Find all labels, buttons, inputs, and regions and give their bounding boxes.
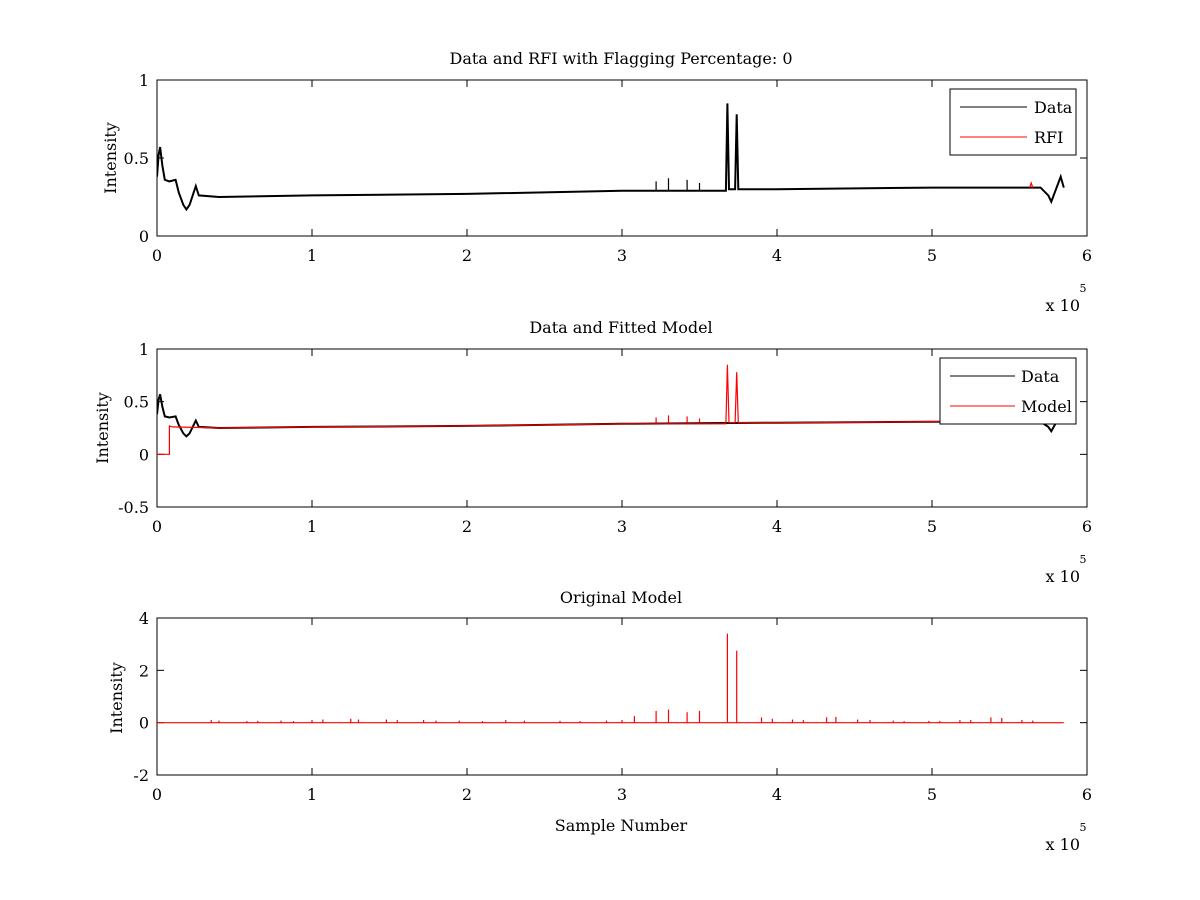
x-tick-label: 5 [927, 246, 937, 265]
x-tick-label: 1 [307, 246, 317, 265]
subplot-3-axes-box [156, 617, 1088, 776]
legend-label-data: Data [1021, 367, 1060, 386]
y-tick-label: 2 [139, 661, 149, 680]
x-multiplier-label: x 10 [1046, 567, 1080, 586]
x-tick-label: 4 [772, 517, 782, 536]
x-multiplier-exponent: 5 [1080, 282, 1087, 295]
x-tick-label: 4 [772, 785, 782, 804]
y-tick-label: 1 [139, 340, 149, 359]
subplot-1: Data and RFI with Flagging Percentage: 0… [101, 49, 1092, 315]
subplot-2: Data and Fitted Model Intensity 0 1 2 3 4 5 6 -… [93, 318, 1092, 586]
subplot-3-title: Original Model [560, 588, 682, 607]
x-tick-label: 3 [617, 517, 627, 536]
legend-label-rfi: RFI [1034, 128, 1063, 147]
subplot-3: Original Model Intensity Sample Number 0… [107, 588, 1092, 854]
subplot-3-xlabel: Sample Number [555, 816, 688, 835]
x-tick-label: 2 [462, 785, 472, 804]
x-tick-label: 2 [462, 246, 472, 265]
legend-box [949, 88, 1077, 156]
subplot-2-ylabel: Intensity [93, 392, 112, 464]
y-tick-label: 0 [139, 714, 149, 733]
subplot-1-title: Data and RFI with Flagging Percentage: 0 [449, 49, 792, 68]
subplot-2-title: Data and Fitted Model [529, 318, 712, 337]
x-tick-label: 0 [152, 246, 162, 265]
y-tick-label: 0 [139, 227, 149, 246]
x-tick-label: 3 [617, 785, 627, 804]
y-tick-label: -0.5 [118, 498, 149, 517]
legend-box [939, 357, 1077, 425]
subplot-2-axes-box [156, 348, 1088, 508]
y-tick-label: 0 [139, 445, 149, 464]
x-multiplier-exponent: 5 [1080, 821, 1087, 834]
x-tick-label: 6 [1082, 517, 1092, 536]
x-tick-label: 6 [1082, 785, 1092, 804]
y-tick-label: 0.5 [124, 149, 149, 168]
x-tick-label: 5 [927, 517, 937, 536]
y-tick-label: -2 [133, 766, 149, 785]
y-tick-label: 0.5 [124, 393, 149, 412]
x-tick-label: 0 [152, 785, 162, 804]
x-multiplier-label: x 10 [1046, 296, 1080, 315]
x-tick-label: 6 [1082, 246, 1092, 265]
series-line-data [157, 103, 1065, 212]
x-multiplier-exponent: 5 [1080, 553, 1087, 566]
legend-label-model: Model [1021, 397, 1072, 416]
subplot-1-ylabel: Intensity [101, 122, 120, 194]
x-tick-label: 1 [307, 517, 317, 536]
x-tick-label: 3 [617, 246, 627, 265]
x-tick-label: 4 [772, 246, 782, 265]
x-tick-label: 5 [927, 785, 937, 804]
x-tick-label: 2 [462, 517, 472, 536]
series-line-model [157, 364, 1064, 455]
x-tick-label: 0 [152, 517, 162, 536]
series-line-rfi [1029, 181, 1034, 188]
y-tick-label: 4 [139, 609, 149, 628]
y-tick-label: 1 [139, 71, 149, 90]
x-tick-label: 1 [307, 785, 317, 804]
subplot-1-axes-box [156, 79, 1088, 237]
x-multiplier-label: x 10 [1046, 835, 1080, 854]
subplot-3-ylabel: Intensity [107, 662, 126, 734]
legend-label-data: Data [1034, 98, 1073, 117]
